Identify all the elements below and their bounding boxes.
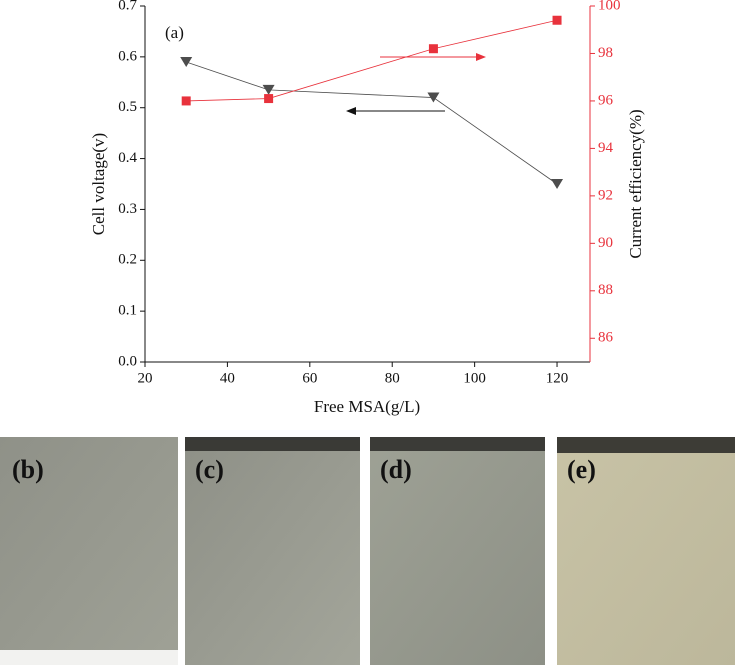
y2-tick-label: 88	[598, 282, 613, 298]
point	[180, 56, 193, 67]
series-line	[186, 19, 558, 102]
y-tick-label: 0.0	[118, 353, 137, 369]
y2-tick-label: 90	[598, 235, 613, 251]
y2-tick-label: 98	[598, 45, 613, 61]
y-tick-label: 0.4	[118, 150, 137, 166]
point	[428, 44, 438, 54]
panel-label: (e)	[567, 455, 596, 484]
x-axis-label: Free MSA(g/L)	[314, 397, 420, 416]
y-tick-label: 0.1	[118, 303, 137, 319]
y-tick-label: 0.5	[118, 99, 137, 115]
arrow-head	[476, 53, 486, 61]
panel-label: (d)	[380, 455, 412, 484]
y2-axis-label: Current efficiency(%)	[626, 109, 645, 258]
point	[262, 84, 275, 95]
photo	[0, 437, 178, 665]
y-tick-label: 0.2	[118, 252, 137, 268]
y-axis-label: Cell voltage(v)	[89, 133, 108, 235]
panel-label: (b)	[12, 455, 44, 484]
y-tick-label: 0.7	[118, 0, 137, 13]
point	[181, 96, 191, 106]
annotation: (a)	[165, 23, 184, 42]
y2-tick-label: 86	[598, 330, 614, 346]
photo-edge	[0, 650, 178, 665]
point	[427, 92, 440, 103]
series-line	[186, 61, 558, 185]
y-tick-label: 0.6	[118, 48, 137, 64]
photo-edge	[557, 437, 735, 453]
panel-label: (c)	[195, 455, 224, 484]
photo	[185, 437, 360, 665]
point	[552, 15, 562, 25]
point	[264, 94, 274, 104]
x-tick-label: 100	[463, 370, 486, 386]
y-tick-label: 0.3	[118, 201, 137, 217]
y2-tick-label: 94	[598, 140, 614, 156]
x-tick-label: 60	[302, 370, 317, 386]
photo-edge	[185, 437, 360, 451]
y2-tick-label: 92	[598, 187, 613, 203]
photo	[557, 437, 735, 665]
point	[551, 179, 564, 189]
y2-tick-label: 96	[598, 92, 614, 108]
x-tick-label: 120	[546, 370, 569, 386]
photo	[370, 437, 545, 665]
x-tick-label: 80	[385, 370, 400, 386]
photo-edge	[370, 437, 545, 451]
x-tick-label: 40	[220, 370, 235, 386]
arrow-head	[346, 107, 356, 115]
y2-tick-label: 100	[598, 0, 621, 13]
x-tick-label: 20	[138, 370, 153, 386]
